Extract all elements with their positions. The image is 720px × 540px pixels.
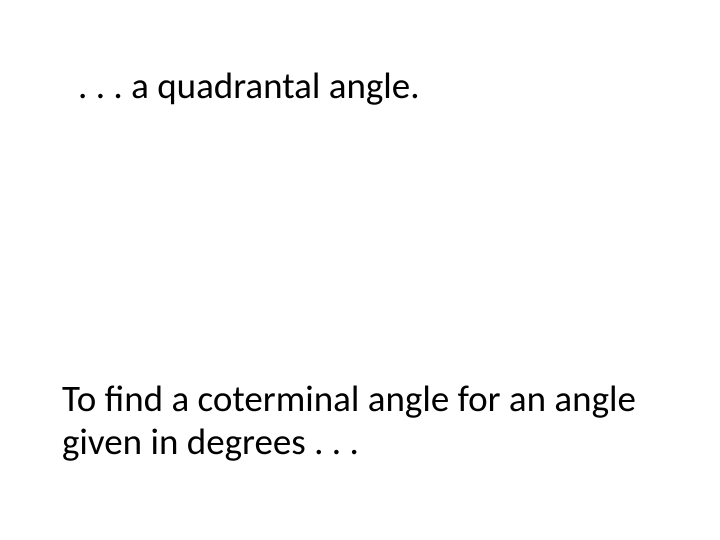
- bottom-paragraph: To find a coterminal angle for an angle …: [62, 378, 660, 463]
- top-paragraph: . . . a quadrantal angle.: [78, 64, 420, 108]
- slide-container: . . . a quadrantal angle. To find a cote…: [0, 0, 720, 540]
